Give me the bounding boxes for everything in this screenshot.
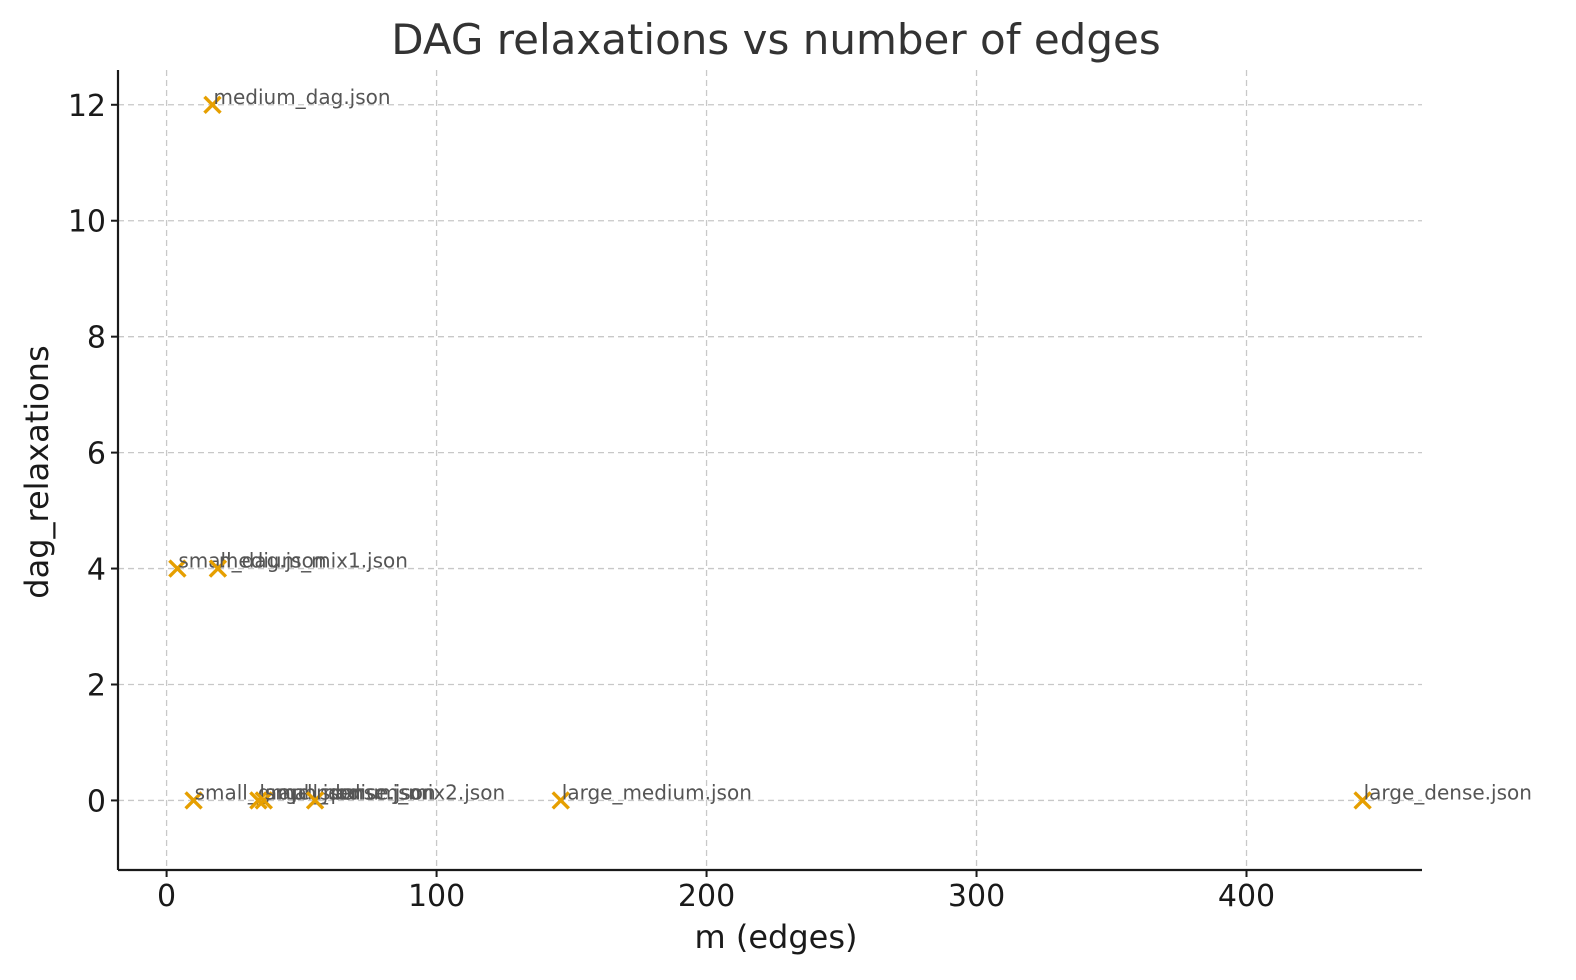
marker-stroke (203, 95, 222, 114)
data-point (1353, 791, 1372, 810)
marker-stroke (249, 791, 268, 810)
x-tick-label: 300 (948, 879, 1005, 914)
y-tick-label: 10 (68, 205, 106, 240)
y-tick-label: 8 (87, 321, 106, 356)
data-point (203, 95, 222, 114)
y-tick-label: 6 (87, 437, 106, 472)
data-point (168, 559, 187, 578)
point-label: medium_mix2.json (316, 780, 505, 804)
x-tick-label: 200 (678, 879, 735, 914)
y-tick-label: 2 (87, 668, 106, 703)
marker-stroke (168, 559, 187, 578)
x-axis-label: m (edges) (695, 918, 858, 956)
data-point (254, 791, 273, 810)
data-point (305, 791, 325, 810)
x-tick-label: 400 (1218, 879, 1275, 914)
axes (116, 70, 1422, 872)
point-label: large_sparse.json (259, 780, 433, 804)
marker-stroke (184, 791, 203, 810)
marker-stroke (208, 559, 228, 578)
marker-stroke (551, 791, 570, 810)
point-label: large_dense.json (1364, 780, 1532, 804)
data-point (208, 559, 228, 578)
chart-title: DAG relaxations vs number of edges (391, 15, 1160, 64)
data-point (249, 791, 268, 810)
point-label: small_dense.json (265, 780, 436, 804)
point-label: medium_dag.json (213, 85, 390, 109)
marker-stroke (1353, 791, 1372, 810)
marker-stroke (254, 791, 273, 810)
y-tick-label: 12 (68, 89, 106, 124)
y-axis-label: dag_relaxations (18, 345, 56, 598)
x-tick-label: 100 (408, 879, 465, 914)
point-label: small_graph.json (195, 780, 364, 804)
grid-lines (118, 70, 1422, 870)
data-points: medium_dag.json small_dag.jsonmedium_mix1… (168, 85, 1532, 810)
y-tick-label: 0 (87, 784, 106, 819)
point-label: medium_mix1.json (219, 549, 408, 573)
point-label: small_dag.json (178, 549, 326, 573)
marker-stroke (305, 791, 325, 810)
data-point (551, 791, 570, 810)
y-tick-label: 4 (87, 553, 106, 588)
tick-labels: 0 100 200 300 400 0 2 4 6 8 10 12 (68, 89, 1275, 914)
data-point (184, 791, 203, 810)
point-label: large_medium.json (562, 780, 752, 804)
x-tick-label: 0 (157, 879, 176, 914)
